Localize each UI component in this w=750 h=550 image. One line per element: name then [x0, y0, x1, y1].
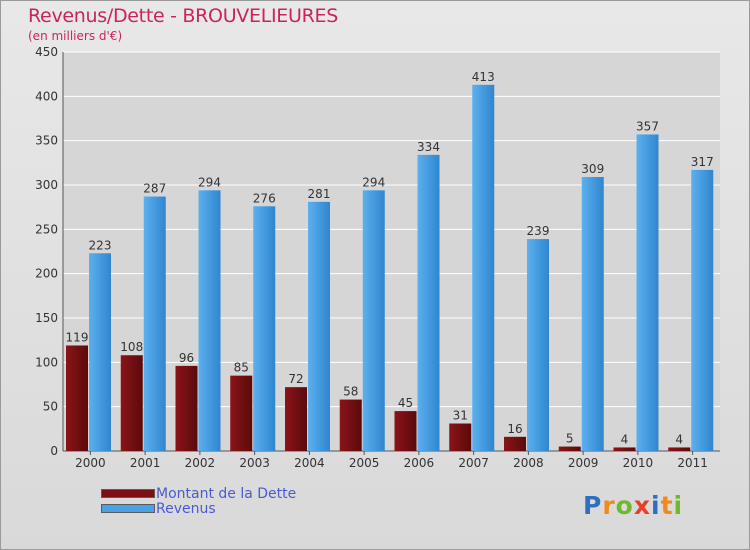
bar-revenue: [89, 253, 111, 451]
data-label-revenue: 276: [253, 191, 276, 205]
x-tick-label: 2003: [239, 456, 270, 470]
data-label-debt: 4: [621, 432, 629, 446]
bar-debt: [175, 365, 198, 451]
x-tick-label: 2011: [677, 456, 708, 470]
bar-debt: [449, 423, 472, 451]
bar-debt: [66, 345, 88, 451]
bar-revenue: [253, 206, 276, 451]
bar-debt: [120, 355, 143, 451]
bar-debt: [613, 447, 636, 451]
logo-letter: i: [673, 491, 684, 520]
bar-debt: [339, 399, 362, 451]
x-tick-label: 2008: [513, 456, 544, 470]
y-tick-label: 300: [35, 178, 58, 192]
x-tick-label: 2002: [185, 456, 216, 470]
data-label-debt: 4: [675, 432, 683, 446]
data-label-debt: 85: [234, 361, 249, 375]
data-label-debt: 16: [507, 422, 522, 436]
y-tick-label: 400: [35, 89, 58, 103]
legend-swatch-debt: [101, 489, 155, 498]
bar-revenue: [308, 201, 330, 451]
y-tick-label: 0: [50, 444, 58, 458]
data-label-revenue: 357: [636, 119, 659, 133]
proxiti-logo: Proxiti: [583, 491, 683, 520]
bar-revenue: [472, 84, 495, 451]
y-tick-label: 450: [35, 45, 58, 59]
logo-letter: t: [660, 491, 674, 520]
x-tick-label: 2010: [623, 456, 654, 470]
data-label-revenue: 413: [472, 70, 495, 84]
bar-debt: [668, 447, 691, 451]
data-label-revenue: 334: [417, 140, 440, 154]
bar-revenue: [691, 169, 714, 451]
chart-subtitle: (en milliers d'€): [28, 29, 123, 43]
y-tick-label: 200: [35, 267, 58, 281]
bar-debt: [230, 375, 253, 451]
logo-letter: P: [583, 491, 603, 520]
x-tick-label: 2006: [404, 456, 435, 470]
x-tick-label: 2004: [294, 456, 325, 470]
bar-debt: [504, 436, 526, 451]
y-tick-label: 100: [35, 355, 58, 369]
data-label-debt: 58: [343, 385, 358, 399]
data-label-debt: 108: [120, 340, 143, 354]
bar-debt: [394, 411, 417, 451]
logo-letter: r: [602, 491, 616, 520]
bar-revenue: [636, 134, 659, 451]
logo-letter: x: [633, 491, 651, 520]
bar-revenue: [143, 196, 166, 451]
data-label-revenue: 294: [362, 175, 385, 189]
data-label-debt: 31: [453, 409, 468, 423]
y-tick-label: 350: [35, 134, 58, 148]
bar-revenue: [198, 190, 221, 451]
plot-area: [63, 52, 720, 451]
y-tick-label: 150: [35, 311, 58, 325]
x-tick-label: 2009: [568, 456, 599, 470]
data-label-debt: 119: [66, 330, 89, 344]
data-label-revenue: 317: [691, 155, 714, 169]
logo-letter: o: [615, 491, 634, 520]
data-label-debt: 5: [566, 432, 574, 446]
x-tick-label: 2005: [349, 456, 380, 470]
x-tick-label: 2000: [75, 456, 106, 470]
legend-swatch-revenue: [101, 504, 155, 513]
data-label-revenue: 309: [581, 162, 604, 176]
bar-debt: [558, 446, 581, 451]
bar-revenue: [527, 239, 549, 451]
data-label-revenue: 239: [527, 224, 550, 238]
data-label-revenue: 223: [89, 238, 112, 252]
data-label-revenue: 281: [308, 187, 331, 201]
bar-revenue: [362, 190, 385, 451]
x-tick-label: 2001: [130, 456, 161, 470]
bar-revenue: [581, 177, 604, 451]
x-tick-label: 2007: [458, 456, 489, 470]
bar-debt: [285, 387, 307, 451]
y-tick-label: 50: [43, 400, 58, 414]
data-label-revenue: 287: [143, 182, 166, 196]
data-label-debt: 72: [288, 372, 303, 386]
data-label-debt: 45: [398, 396, 413, 410]
data-label-revenue: 294: [198, 175, 221, 189]
logo-letter: i: [651, 491, 661, 520]
chart-title: Revenus/Dette - BROUVELIEURES: [28, 5, 338, 27]
data-label-debt: 96: [179, 351, 194, 365]
legend-label-revenue: Revenus: [156, 501, 216, 517]
y-tick-label: 250: [35, 222, 58, 236]
legend-label-debt: Montant de la Dette: [156, 486, 297, 502]
bar-revenue: [417, 154, 440, 451]
